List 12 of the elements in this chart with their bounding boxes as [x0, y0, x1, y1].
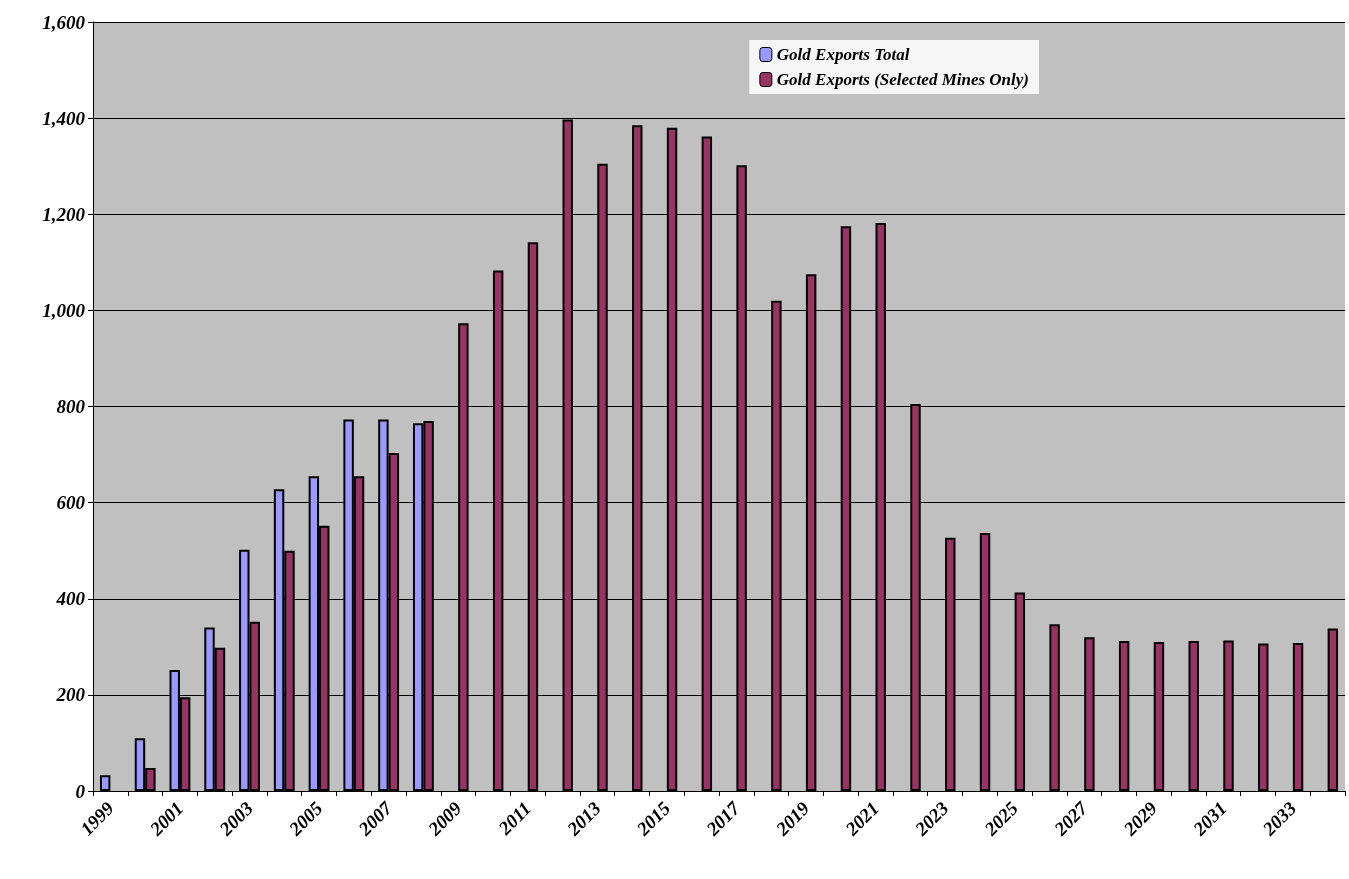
y-tick-label: 1,400 — [42, 107, 86, 129]
bar — [99, 775, 111, 791]
legend-label: Gold Exports Total — [776, 45, 910, 64]
y-tick-label: 1,600 — [42, 11, 86, 33]
y-tick-label: 400 — [55, 588, 86, 610]
y-tick-label: 1,000 — [42, 299, 86, 321]
y-tick-label: 600 — [56, 492, 86, 514]
y-tick-label: 200 — [55, 684, 86, 706]
legend-label: Gold Exports (Selected Mines Only) — [776, 70, 1029, 89]
y-tick-label: 1,200 — [42, 203, 86, 225]
y-tick-label: 800 — [56, 396, 86, 417]
y-tick-label: 0 — [75, 780, 86, 802]
